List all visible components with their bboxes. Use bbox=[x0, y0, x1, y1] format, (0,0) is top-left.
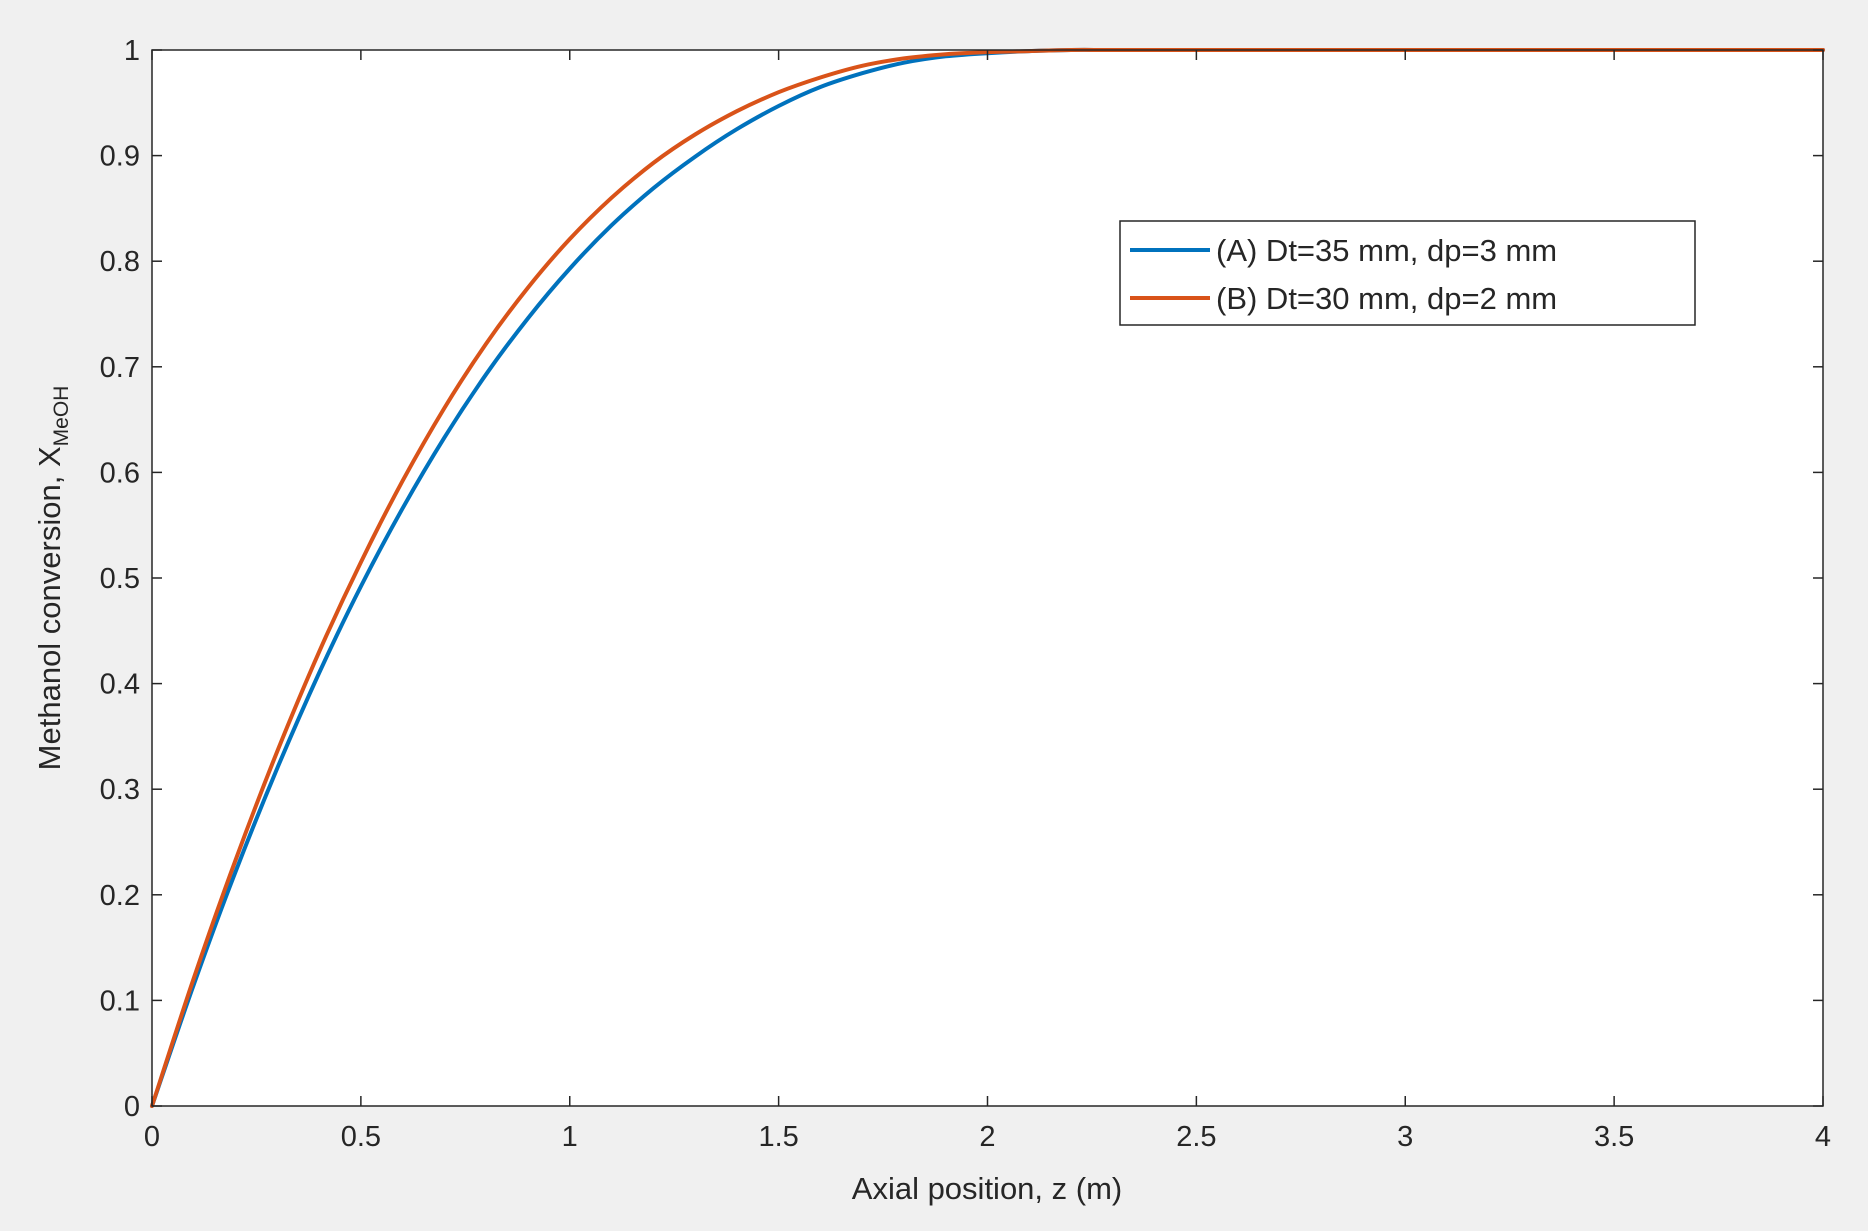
x-tick-label: 0 bbox=[144, 1121, 160, 1153]
y-axis-label-subscript: MeOH bbox=[50, 386, 73, 447]
y-tick-label: 0.6 bbox=[100, 457, 140, 489]
y-axis-label: Methanol conversion, XMeOH bbox=[32, 386, 73, 771]
y-tick-label: 0.7 bbox=[100, 352, 140, 384]
x-tick-label: 4 bbox=[1815, 1121, 1831, 1153]
y-tick-label: 0.3 bbox=[100, 774, 140, 806]
tick-layer: 0 0.5 1 1.5 2 2.5 3 3.5 4 0 0.1 0.2 0.3 0.4 0.5 0.6 0.7 0… bbox=[100, 35, 1831, 1153]
x-tick-label: 1 bbox=[562, 1121, 578, 1153]
y-tick-label: 0 bbox=[124, 1091, 140, 1123]
x-tick-label: 3.5 bbox=[1594, 1121, 1634, 1153]
legend: (A) Dt=35 mm, dp=3 mm (B) Dt=30 mm, dp=2… bbox=[1119, 220, 1696, 326]
y-tick-label: 0.1 bbox=[100, 985, 140, 1017]
y-tick-label: 0.4 bbox=[100, 669, 140, 701]
x-axis-label: Axial position, z (m) bbox=[852, 1171, 1122, 1206]
x-tick-label: 0.5 bbox=[341, 1121, 381, 1153]
y-tick-label: 1 bbox=[124, 35, 140, 67]
x-tick-label: 2 bbox=[979, 1121, 995, 1153]
y-tick-label: 0.8 bbox=[100, 246, 140, 278]
legend-box bbox=[1119, 220, 1696, 326]
legend-label-a: (A) Dt=35 mm, dp=3 mm bbox=[1216, 233, 1557, 268]
y-tick-label: 0.2 bbox=[100, 880, 140, 912]
legend-label-b: (B) Dt=30 mm, dp=2 mm bbox=[1216, 281, 1557, 316]
y-axis-label-main: Methanol conversion, X bbox=[32, 446, 67, 770]
x-tick-label: 2.5 bbox=[1176, 1121, 1216, 1153]
plot-area bbox=[152, 50, 1823, 1106]
x-tick-label: 3 bbox=[1397, 1121, 1413, 1153]
y-tick-label: 0.5 bbox=[100, 563, 140, 595]
y-tick-label: 0.9 bbox=[100, 141, 140, 173]
plot-frame bbox=[151, 49, 1824, 1107]
x-tick-label: 1.5 bbox=[758, 1121, 798, 1153]
